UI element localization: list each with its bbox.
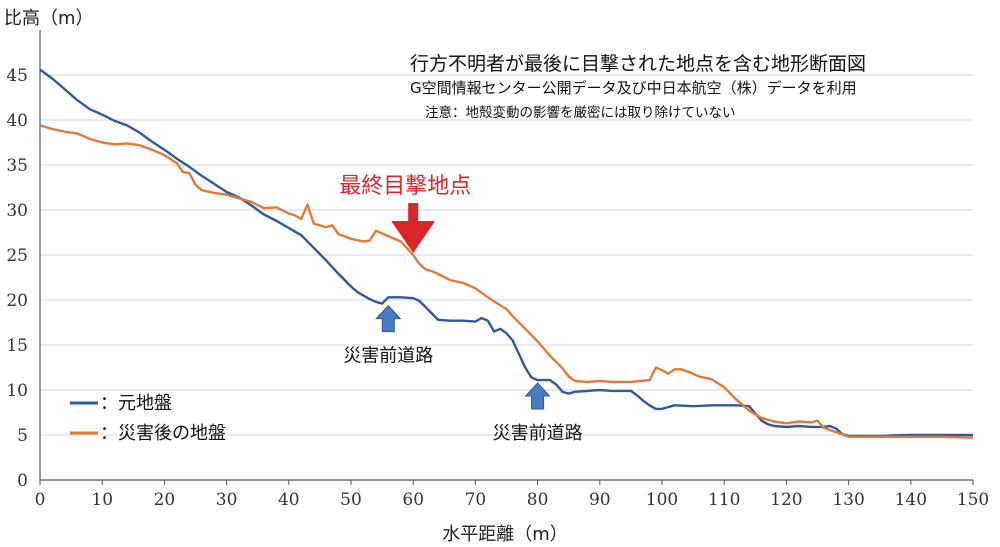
y-tick-label: 15 [6,336,28,356]
x-tick-label: 150 [957,490,989,510]
chart-title: 行方不明者が最後に目撃された地点を含む地形断面図 [410,53,866,75]
x-tick-label: 50 [340,490,362,510]
y-tick-label: 35 [6,156,28,176]
legend-label-original: ：元地盤 [100,393,172,414]
former-road-arrow [524,382,551,410]
annotation-label-former-road: 災害前道路 [493,423,583,444]
x-tick-label: 140 [895,490,927,510]
chart-note: 注意：地殻変動の影響を厳密には取り除けていない [425,104,736,121]
annotation-label-last-seen: 最終目撃地点 [339,174,471,199]
y-tick-label: 20 [6,291,28,311]
series-lines [39,68,974,439]
y-tick-label: 30 [6,201,28,221]
last-seen-arrow [391,203,436,253]
x-tick-label: 90 [589,490,611,510]
y-axis-title: 比高（m） [4,8,94,29]
x-tick-label: 40 [278,490,300,510]
y-tick-label: 45 [6,66,28,86]
legend-label-after: ：災害後の地盤 [100,423,226,444]
x-tick-label: 100 [646,490,678,510]
annotation-label-former-road: 災害前道路 [343,346,433,367]
x-tick-label: 80 [527,490,549,510]
grid-lines [40,74,973,436]
x-tick-label: 110 [708,490,740,510]
x-axis-title: 水平距離（m） [442,524,568,545]
y-tick-label: 5 [17,426,28,446]
x-tick-label: 10 [91,490,113,510]
x-tick-label: 60 [402,490,424,510]
x-tick-label: 30 [216,490,238,510]
series-line-after-disaster [39,124,974,439]
y-tick-label: 40 [6,111,28,131]
legend: ：元地盤 ：災害後の地盤 [70,393,226,444]
y-tick-label: 25 [6,246,28,266]
x-tick-label: 120 [770,490,802,510]
axes: 0 5 10 15 20 25 30 35 40 45 0 10 20 30 40 50 60 70 80 90 100… [6,30,989,510]
chart-subtitle: G空間情報センター公開データ及び中日本航空（株）データを利用 [410,79,857,97]
y-tick-label: 0 [17,471,28,491]
series-line-original-ground [39,68,973,438]
x-tick-label: 130 [832,490,864,510]
x-tick-label: 70 [465,490,487,510]
former-road-arrow [375,304,402,333]
y-tick-label: 10 [6,381,28,401]
x-tick-label: 0 [35,490,46,510]
x-tick-label: 20 [154,490,176,510]
